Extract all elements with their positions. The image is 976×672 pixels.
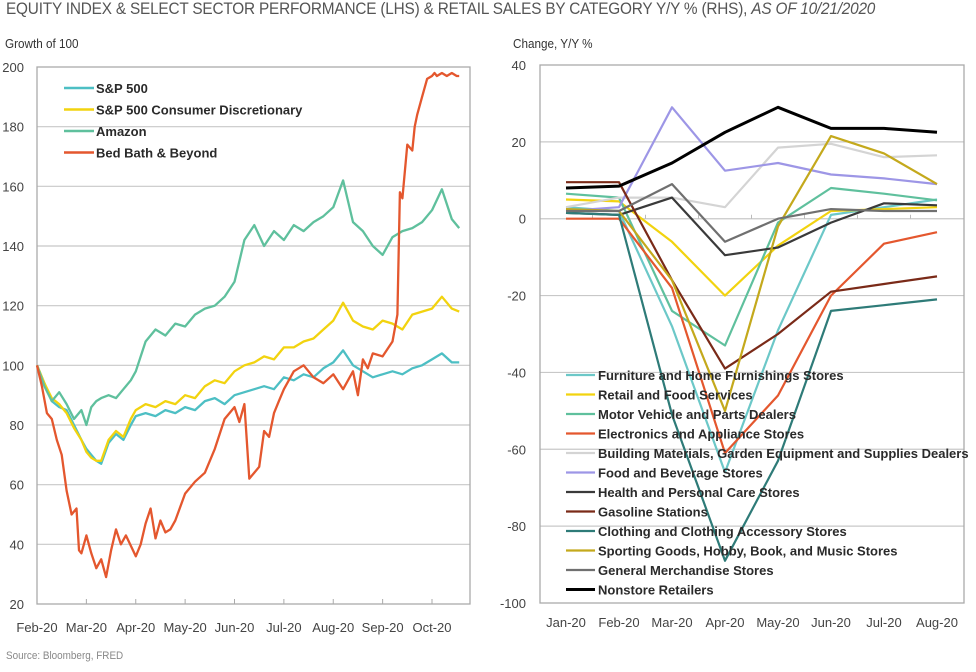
series-line-s-p-500-consumer-discretionary xyxy=(35,295,460,462)
right-y-tick-label: -80 xyxy=(507,519,526,534)
left-x-tick-label: Aug-20 xyxy=(312,620,354,635)
left-x-tick-label: Jun-20 xyxy=(215,620,255,635)
legend-label-electronics-and-appliance-stores: Electronics and Appliance Stores xyxy=(598,427,804,442)
left-x-tick-label: Jul-20 xyxy=(266,620,301,635)
left-y-tick-label: 80 xyxy=(10,418,24,433)
left-x-tick-label: Sep-20 xyxy=(362,620,404,635)
left-chart: 20 40 60 80 100 120 140 160 180 200 Feb-20 Mar-20 Ap… xyxy=(2,60,471,635)
right-plot-frame xyxy=(539,64,965,604)
right-x-tick-label: Jul-20 xyxy=(866,615,901,630)
left-y-axis-caption: Growth of 100 xyxy=(5,36,79,51)
series-line-food-and-beverage-stores xyxy=(565,106,938,213)
left-x-tick-label: Oct-20 xyxy=(412,620,451,635)
legend-label-gasoline-stations: Gasoline Stations xyxy=(598,505,708,520)
source-note: Source: Bloomberg, FRED xyxy=(6,650,124,662)
legend-label-general-merchandise-stores: General Merchandise Stores xyxy=(598,563,774,578)
right-x-tick-label: May-20 xyxy=(756,615,799,630)
right-x-tick-label: Mar-20 xyxy=(651,615,692,630)
legend-label-sporting-goods-hobby-book-and-music-stores: Sporting Goods, Hobby, Book, and Music S… xyxy=(598,544,898,559)
left-y-tick-label: 120 xyxy=(2,299,24,314)
right-y-tick-label: 20 xyxy=(512,135,526,150)
left-x-tick-label: Feb-20 xyxy=(16,620,57,635)
left-x-tick-label: May-20 xyxy=(163,620,206,635)
legend-label-s-p-500-consumer-discretionary: S&P 500 Consumer Discretionary xyxy=(96,103,303,118)
right-x-tick-label: Jan-20 xyxy=(546,615,586,630)
legend-label-s-p-500: S&P 500 xyxy=(96,81,148,96)
legend-label-retail-and-food-services: Retail and Food Services xyxy=(598,388,753,403)
legend-label-health-and-personal-care-stores: Health and Personal Care Stores xyxy=(598,485,800,500)
left-plot-frame xyxy=(36,66,471,605)
series-line-health-and-personal-care-stores xyxy=(565,196,938,257)
series-line-nonstore-retailers xyxy=(565,105,938,190)
right-x-tick-label: Jun-20 xyxy=(811,615,851,630)
series-line-electronics-and-appliance-stores xyxy=(566,217,938,455)
left-y-tick-label: 40 xyxy=(10,537,24,552)
legend-label-bed-bath-beyond: Bed Bath & Beyond xyxy=(96,146,217,161)
left-x-tick-label: Apr-20 xyxy=(116,620,155,635)
right-y-axis-caption: Change, Y/Y % xyxy=(513,36,593,51)
chart-title: EQUITY INDEX & SELECT SECTOR PERFORMANCE… xyxy=(6,0,875,19)
legend-label-amazon: Amazon xyxy=(96,124,147,139)
left-x-tick-label: Mar-20 xyxy=(66,620,107,635)
legend-label-nonstore-retailers: Nonstore Retailers xyxy=(598,583,714,598)
series-line-general-merchandise-stores xyxy=(566,183,937,243)
legend-label-motor-vehicle-and-parts-dealers: Motor Vehicle and Parts Dealers xyxy=(598,407,796,422)
series-line-clothing-and-clothing-accessory-stores xyxy=(565,211,938,562)
series-line-motor-vehicle-and-parts-dealers xyxy=(565,186,938,347)
right-y-tick-label: 0 xyxy=(519,212,526,227)
right-x-tick-label: Feb-20 xyxy=(598,615,639,630)
legend-label-clothing-and-clothing-accessory-stores: Clothing and Clothing Accessory Stores xyxy=(598,524,847,539)
left-y-tick-label: 160 xyxy=(2,179,24,194)
series-line-sporting-goods-hobby-book-and-music-stores xyxy=(565,135,938,412)
left-y-tick-label: 20 xyxy=(10,597,24,612)
series-line-retail-and-food-services xyxy=(565,198,938,297)
left-y-tick-label: 180 xyxy=(2,120,24,135)
legend-label-food-and-beverage-stores: Food and Beverage Stores xyxy=(598,466,763,481)
left-y-tick-label: 200 xyxy=(2,60,24,75)
series-line-gasoline-stations xyxy=(566,181,938,370)
chart-title-main: EQUITY INDEX & SELECT SECTOR PERFORMANCE… xyxy=(6,0,752,18)
series-line-amazon xyxy=(35,179,461,427)
legend-label-furniture-and-home-furnishings-stores: Furniture and Home Furnishings Stores xyxy=(598,368,844,383)
right-y-tick-label: -20 xyxy=(507,289,526,304)
right-y-tick-label: -40 xyxy=(507,365,526,380)
right-y-tick-label: -100 xyxy=(500,596,526,611)
right-x-tick-label: Apr-20 xyxy=(705,615,744,630)
legend-label-building-materials-garden-equipment-and-supplies-dealers: Building Materials, Garden Equipment and… xyxy=(598,446,969,461)
right-chart: -100 -80 -60 -40 -20 0 20 40 Jan-20 Feb-20 Mar-20 A… xyxy=(500,58,969,630)
right-y-tick-label: -60 xyxy=(507,442,526,457)
series-line-bed-bath-beyond xyxy=(35,71,460,579)
right-x-tick-label: Aug-20 xyxy=(916,615,958,630)
left-y-tick-label: 140 xyxy=(2,239,24,254)
left-y-tick-label: 60 xyxy=(10,478,24,493)
series-line-s-p-500 xyxy=(35,349,460,465)
right-y-tick-label: 40 xyxy=(512,58,526,73)
chart-title-date: AS OF 10/21/2020 xyxy=(751,0,876,18)
left-y-tick-label: 100 xyxy=(2,358,24,373)
